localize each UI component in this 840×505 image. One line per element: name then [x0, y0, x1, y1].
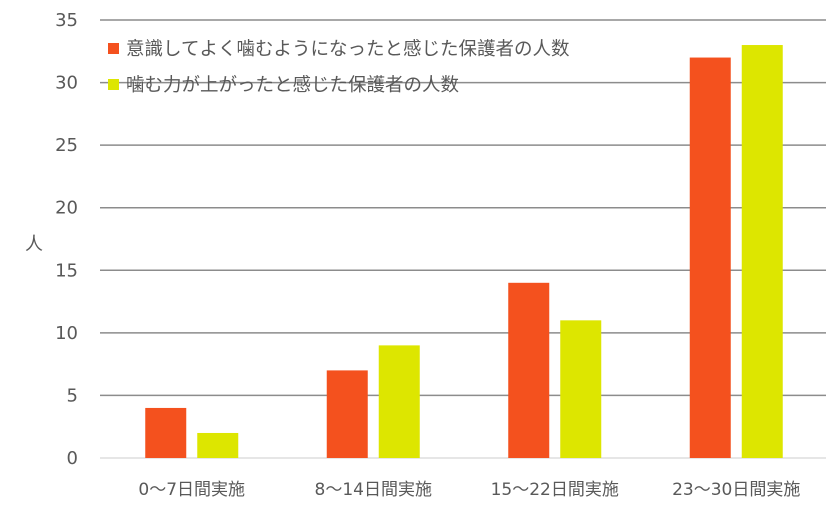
- x-axis-categories: 0〜7日間実施 8〜14日間実施 15〜22日間実施 23〜30日間実施: [138, 480, 800, 500]
- y-tick-label: 35: [55, 10, 78, 31]
- bar: [689, 57, 731, 459]
- y-tick-label: 5: [67, 385, 78, 406]
- bars: [145, 45, 783, 459]
- legend-item-series-1: 意識してよく噛むようになったと感じた保護者の人数: [108, 30, 569, 66]
- y-tick-label: 25: [55, 135, 78, 156]
- x-category-label: 0〜7日間実施: [138, 480, 245, 500]
- legend: 意識してよく噛むようになったと感じた保護者の人数 噛む力が上がったと感じた保護者…: [108, 30, 569, 102]
- y-axis-ticks: 0 5 10 15 20 25 30 35: [55, 10, 78, 469]
- y-tick-label: 15: [55, 260, 78, 281]
- x-category-label: 8〜14日間実施: [315, 480, 432, 500]
- y-axis-label: 人: [25, 234, 43, 255]
- y-tick-label: 0: [67, 448, 78, 469]
- y-tick-label: 20: [55, 198, 78, 219]
- legend-label: 意識してよく噛むようになったと感じた保護者の人数: [126, 39, 570, 60]
- bar: [378, 345, 420, 458]
- legend-item-series-2: 噛む力が上がったと感じた保護者の人数: [108, 66, 569, 102]
- legend-label: 噛む力が上がったと感じた保護者の人数: [126, 75, 460, 96]
- y-tick-label: 30: [55, 73, 78, 94]
- bar: [326, 370, 368, 458]
- legend-swatch-orange: [108, 42, 119, 54]
- y-tick-label: 10: [55, 323, 78, 344]
- legend-swatch-yellow: [108, 78, 119, 90]
- bar: [741, 45, 783, 459]
- bar: [508, 282, 550, 458]
- bar: [560, 320, 602, 458]
- bar: [197, 432, 239, 458]
- bar: [145, 407, 187, 458]
- x-category-label: 23〜30日間実施: [672, 480, 800, 500]
- x-category-label: 15〜22日間実施: [491, 480, 619, 500]
